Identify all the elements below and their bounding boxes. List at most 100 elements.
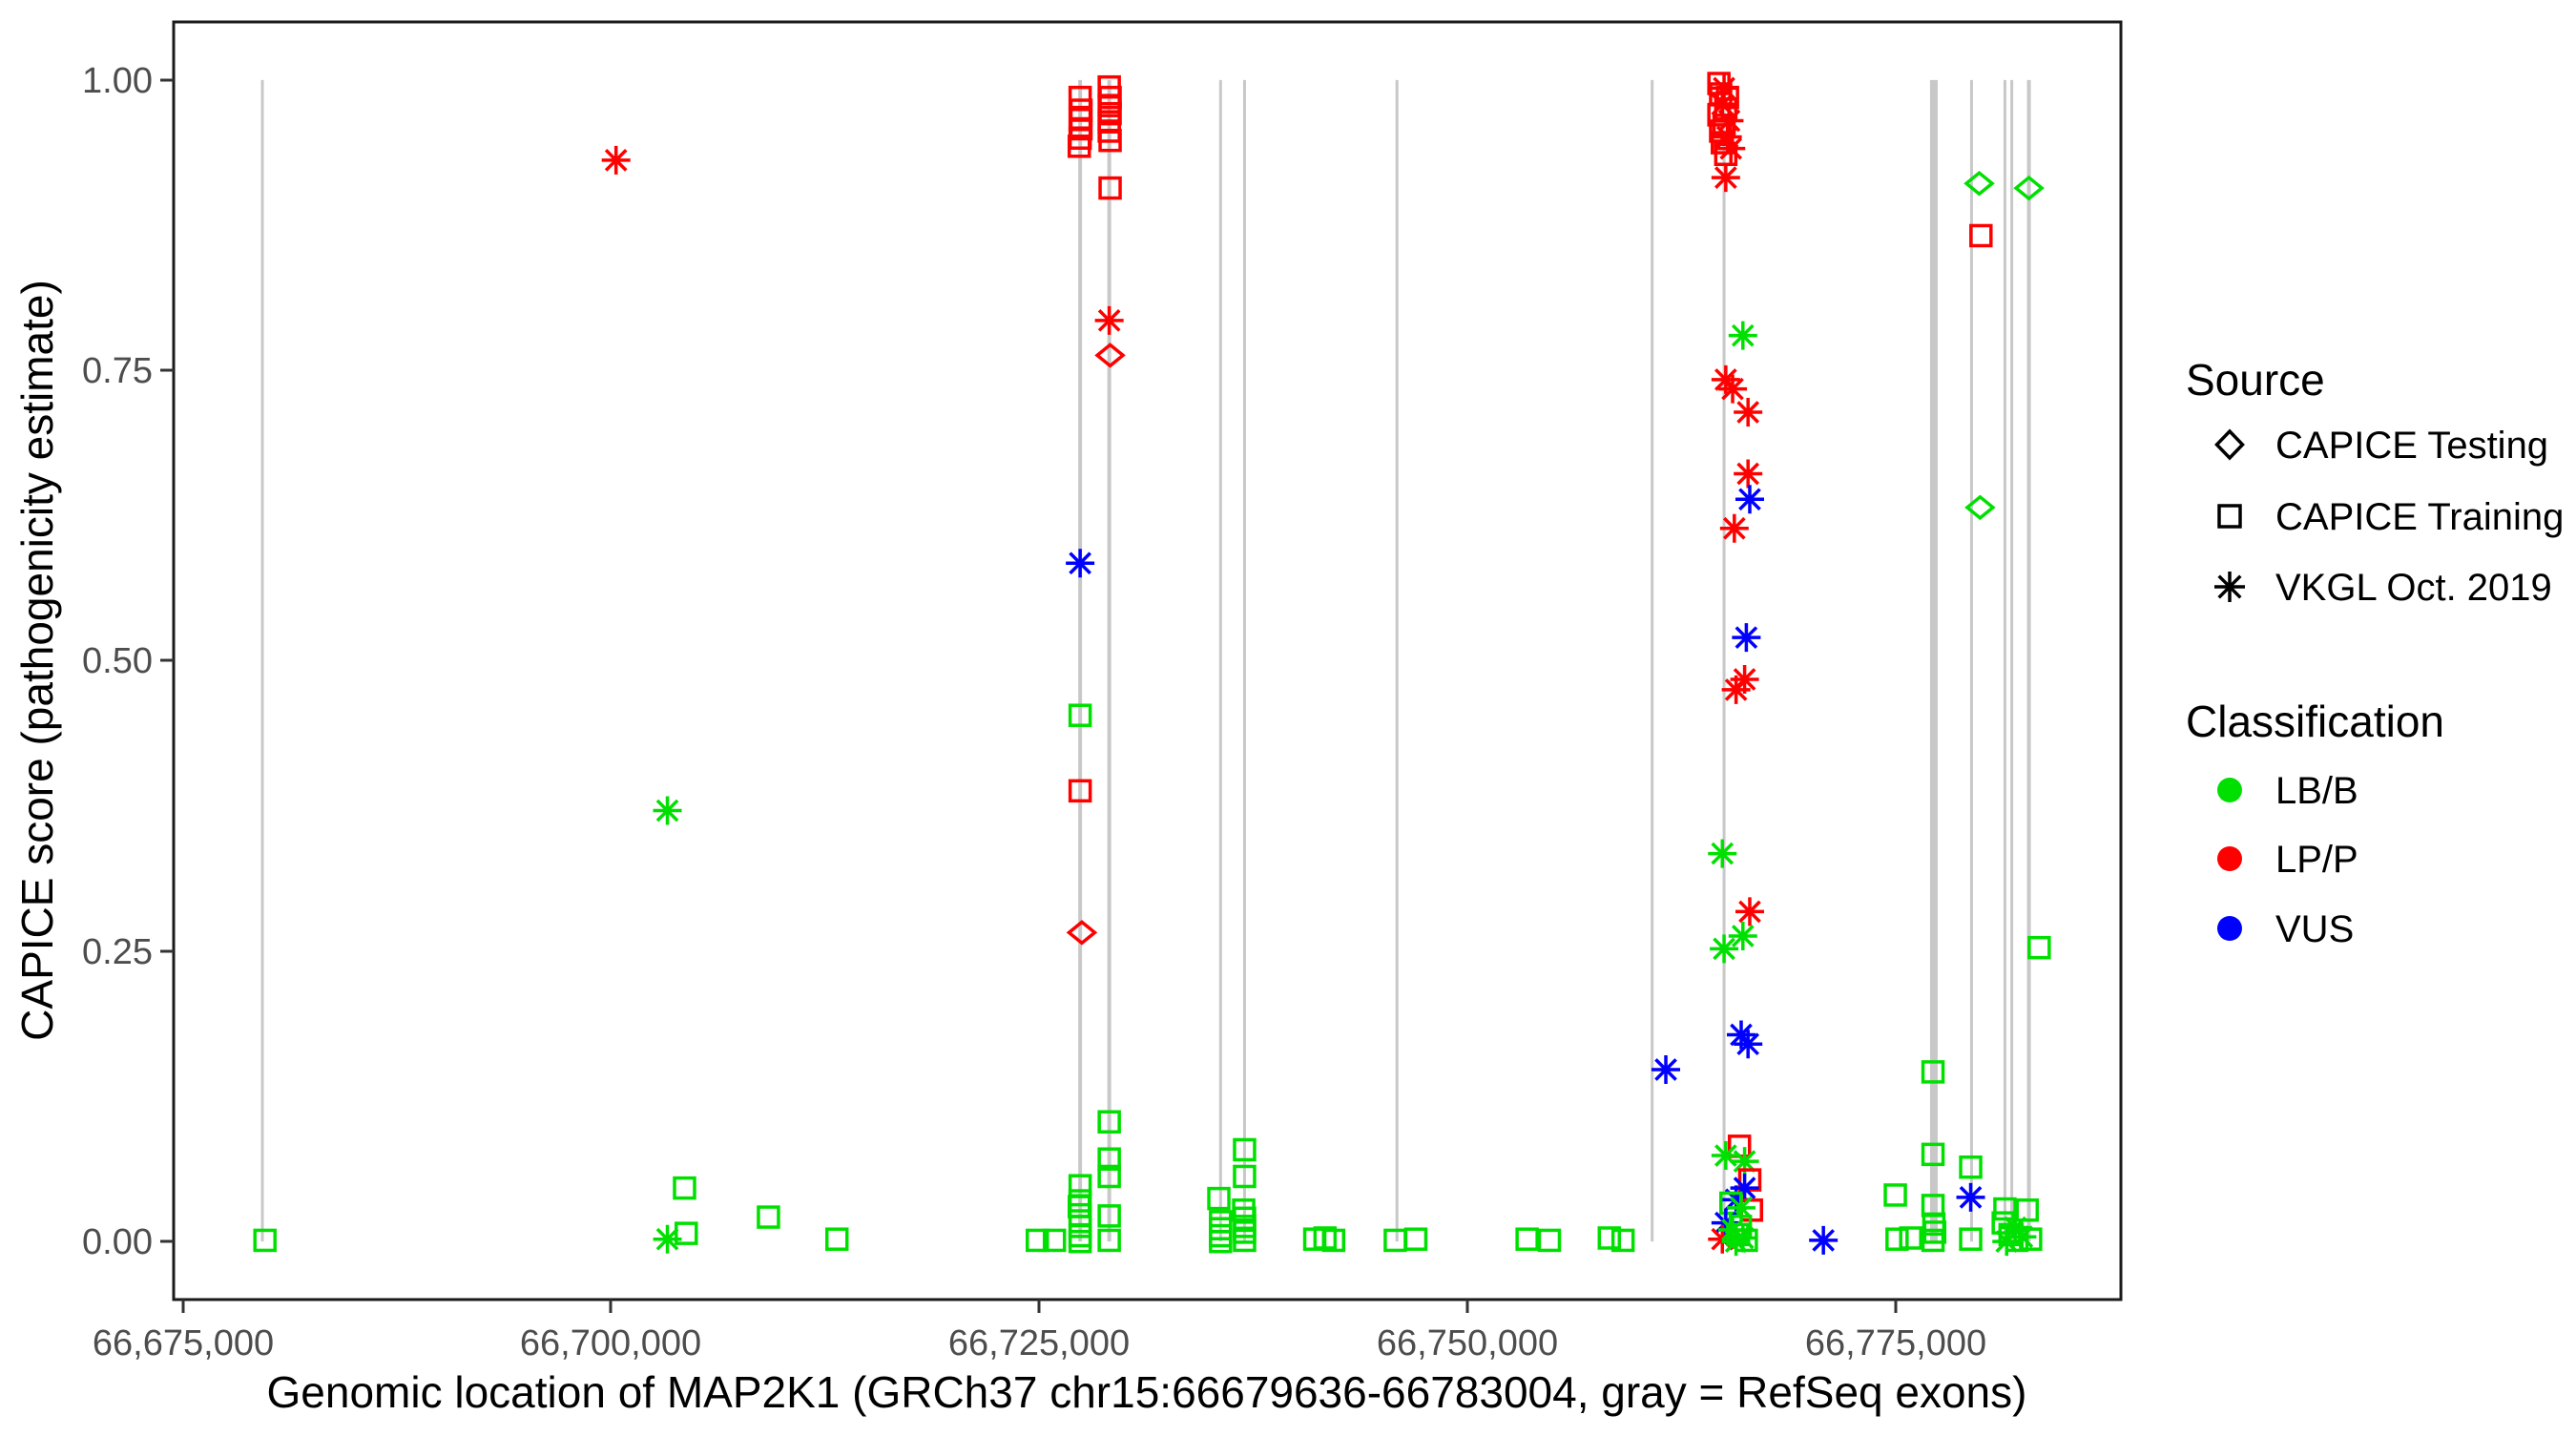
data-point-square	[1922, 1220, 1947, 1244]
data-point-asterisk	[1721, 1185, 1751, 1215]
data-point-square	[757, 1205, 780, 1229]
data-point-asterisk	[1066, 549, 1095, 578]
data-point-square	[1098, 128, 1122, 153]
blue-dot-icon	[2217, 916, 2242, 941]
data-point-diamond	[1963, 170, 1995, 197]
x-axis-tick-marks	[181, 1300, 1898, 1313]
data-point-square	[1959, 1155, 1983, 1179]
diamond-open-icon	[2214, 428, 2245, 461]
data-point-square	[1883, 1183, 1907, 1207]
legend-classification: Classification LB/B LP/P VUS	[2186, 697, 2444, 950]
data-point-square	[2027, 935, 2051, 960]
data-point-asterisk	[1734, 398, 1763, 427]
red-dot-icon	[2217, 846, 2242, 871]
data-point-square	[1610, 1228, 1635, 1253]
legend-item-label: LB/B	[2275, 770, 2358, 812]
data-point-square	[1403, 1227, 1428, 1251]
x-tick-label-1: 66,700,000	[520, 1323, 701, 1363]
data-point-square	[1383, 1228, 1407, 1253]
data-point-square	[675, 1221, 698, 1245]
legend-source-title: Source	[2186, 355, 2325, 405]
data-point-asterisk	[1711, 364, 1740, 394]
data-point-asterisk	[1719, 513, 1749, 543]
data-point-diamond	[2013, 175, 2045, 201]
data-point-square	[1097, 1164, 1121, 1189]
legend-item-label: VKGL Oct. 2019	[2275, 567, 2552, 609]
data-point-asterisk	[1094, 305, 1124, 335]
data-point-asterisk	[1713, 122, 1742, 152]
data-point-square	[2019, 1227, 2043, 1251]
refseq-exon-lines-layer	[260, 79, 2031, 1242]
data-point-square	[1921, 1142, 1945, 1167]
data-point-square	[673, 1176, 696, 1200]
data-point-square	[1098, 176, 1122, 200]
data-point-square	[2015, 1198, 2040, 1222]
data-point-diamond	[1066, 920, 1098, 946]
data-point-asterisk	[1727, 1020, 1756, 1050]
legend-source: Source CAPICE Testing CAPICE Training VK…	[2186, 355, 2564, 609]
data-point-asterisk	[653, 796, 682, 825]
data-point-square	[1068, 85, 1092, 110]
data-point-square	[1515, 1227, 1539, 1251]
data-point-square	[1885, 1227, 1909, 1251]
y-tick-label-2: 0.50	[82, 641, 153, 681]
data-point-square	[1737, 1168, 1762, 1192]
data-point-asterisk	[1728, 321, 1757, 350]
legend-item-label: CAPICE Training	[2275, 496, 2564, 538]
x-tick-label-3: 66,750,000	[1377, 1323, 1558, 1363]
y-axis-title: CAPICE score (pathogenicity estimate)	[12, 280, 62, 1041]
data-point-square	[1921, 1060, 1945, 1084]
data-point-square	[1321, 1228, 1346, 1253]
data-point-square	[253, 1228, 277, 1253]
data-point-square	[1233, 1164, 1257, 1189]
green-dot-icon	[2217, 778, 2242, 802]
data-point-asterisk	[1728, 921, 1757, 950]
data-point-asterisk	[1652, 1054, 1681, 1084]
legend-item-capice-training: CAPICE Training	[2217, 496, 2564, 538]
data-point-square	[1068, 1229, 1092, 1254]
data-point-square	[1097, 1110, 1121, 1134]
y-tick-label-4: 1.00	[82, 61, 153, 101]
legend-item-lpp: LP/P	[2217, 839, 2358, 881]
data-point-asterisk	[601, 145, 631, 175]
data-point-square	[1959, 1227, 1983, 1251]
data-point-asterisk	[1732, 623, 1761, 653]
legend-item-label: VUS	[2275, 908, 2354, 950]
data-point-square	[1921, 1228, 1945, 1253]
data-point-asterisk	[1721, 675, 1751, 704]
data-point-asterisk	[1711, 163, 1740, 193]
legend-item-vkgl: VKGL Oct. 2019	[2214, 567, 2552, 609]
data-point-square	[1097, 1147, 1121, 1171]
data-point-asterisk	[1730, 1147, 1759, 1176]
data-point-asterisk	[1734, 1030, 1763, 1059]
x-tick-label-0: 66,675,000	[93, 1323, 274, 1363]
legend-item-capice-testing: CAPICE Testing	[2214, 425, 2548, 467]
asterisk-icon	[2214, 572, 2245, 602]
y-tick-label-3: 0.75	[82, 351, 153, 391]
data-point-square	[1097, 1228, 1121, 1253]
data-point-square	[1042, 1228, 1067, 1253]
data-point-asterisk	[1730, 1174, 1759, 1203]
legend-item-lbb: LB/B	[2217, 770, 2358, 812]
data-point-asterisk	[1716, 134, 1746, 163]
data-point-square	[1969, 223, 1993, 248]
data-point-asterisk	[1711, 1141, 1740, 1171]
data-point-square	[1537, 1228, 1562, 1253]
legend-classification-title: Classification	[2186, 697, 2444, 746]
data-point-asterisk	[1992, 1227, 2022, 1257]
data-point-square	[1728, 1215, 1753, 1238]
data-point-asterisk	[1735, 485, 1764, 514]
y-tick-label-0: 0.00	[82, 1222, 153, 1262]
data-point-asterisk	[1734, 459, 1763, 489]
y-axis-tick-marks	[160, 78, 174, 1243]
legend-item-vus: VUS	[2217, 908, 2354, 950]
data-point-diamond	[1964, 494, 1996, 521]
data-point-square	[1899, 1226, 1922, 1250]
data-point-asterisk	[2001, 1213, 2030, 1242]
data-point-asterisk	[1956, 1182, 1985, 1212]
data-point-asterisk	[1727, 1193, 1756, 1222]
data-point-asterisk	[1735, 897, 1764, 926]
square-open-icon	[2217, 504, 2242, 529]
